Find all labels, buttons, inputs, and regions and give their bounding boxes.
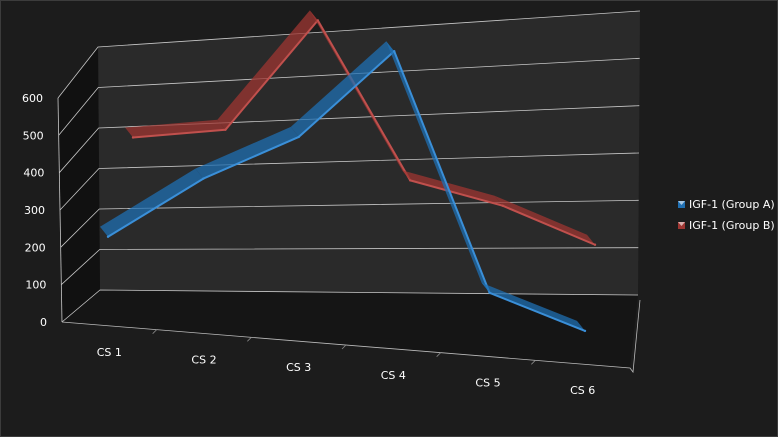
series-segment: [100, 168, 204, 237]
series-segment: [290, 41, 395, 137]
x-tick-mark: [531, 360, 536, 365]
series-line: [132, 128, 226, 139]
floor: [62, 290, 638, 368]
y-tick-label: 400: [23, 167, 44, 180]
gridline-0: [61, 289, 639, 323]
series-segment: [125, 119, 226, 138]
y-tick-label: 200: [25, 241, 46, 254]
y-tick-label: 100: [25, 279, 46, 292]
series-group-b: [125, 10, 597, 246]
x-tick-mark: [247, 337, 252, 342]
data-point: [316, 19, 319, 22]
x-tick-label: CS 6: [570, 384, 595, 397]
series-line: [224, 19, 319, 131]
series-line: [393, 50, 491, 294]
series-line: [316, 19, 412, 181]
data-point: [106, 235, 110, 238]
series-segment: [402, 170, 503, 206]
y-tick-label: 0: [40, 316, 47, 329]
series-segment: [494, 195, 595, 245]
legend-swatch-highlight: [678, 222, 685, 226]
data-point: [131, 136, 135, 139]
data-point: [393, 50, 396, 53]
data-point: [501, 204, 504, 207]
series-line: [202, 136, 300, 180]
legend-label: IGF-1 (Group A): [689, 198, 775, 211]
legend: IGF-1 (Group A) IGF-1 (Group B): [678, 198, 775, 232]
series-segment: [481, 282, 585, 331]
x-tick-mark: [152, 329, 157, 334]
legend-label: IGF-1 (Group B): [689, 219, 775, 232]
x-tick-label: CS 5: [475, 377, 500, 390]
series-group-a: [100, 41, 587, 333]
legend-item: IGF-1 (Group B): [678, 219, 775, 232]
series-line: [409, 179, 503, 207]
y-axis-line: [57, 97, 63, 323]
legend-swatch-highlight: [678, 201, 685, 205]
data-point: [202, 177, 205, 180]
series-line: [489, 291, 586, 332]
series-segment: [195, 126, 299, 179]
data-point: [409, 179, 412, 182]
series-line: [107, 177, 204, 238]
x-tick-mark: [341, 344, 347, 350]
gridline-6: [57, 10, 641, 99]
x-tick-label: CS 1: [97, 346, 122, 359]
chart-walls: [58, 11, 641, 374]
data-point: [583, 329, 587, 333]
data-point: [224, 128, 227, 131]
series-segment: [217, 10, 318, 130]
y-tick-label: 300: [24, 204, 45, 217]
gridline-4: [58, 105, 640, 173]
back-wall: [98, 11, 640, 295]
series-line: [502, 204, 596, 246]
x-tick-label: CS 3: [286, 361, 311, 374]
x-tick-mark: [436, 352, 441, 357]
data-point: [297, 135, 300, 139]
series-line: [298, 50, 395, 138]
x-tick-label: CS 2: [191, 354, 216, 367]
data-point: [593, 243, 597, 246]
gridline-2: [60, 199, 639, 248]
y-tick-label: 600: [22, 92, 43, 105]
legend-item: IGF-1 (Group A): [678, 198, 775, 211]
gridline-5: [58, 57, 640, 136]
data-point: [488, 291, 491, 295]
y-axis-ticks: 0 100 200 300 400 500 600: [22, 92, 47, 329]
gridline-1: [61, 247, 639, 285]
x-tick-label: CS 4: [381, 369, 406, 382]
x-axis-ticks: CS 1 CS 2 CS 3 CS 4 CS 5 CS 6: [97, 329, 595, 397]
side-wall: [58, 47, 100, 322]
y-tick-label: 500: [23, 129, 44, 142]
gridline-3: [59, 152, 640, 211]
gridlines: [57, 10, 641, 323]
series-layer: [100, 10, 597, 333]
